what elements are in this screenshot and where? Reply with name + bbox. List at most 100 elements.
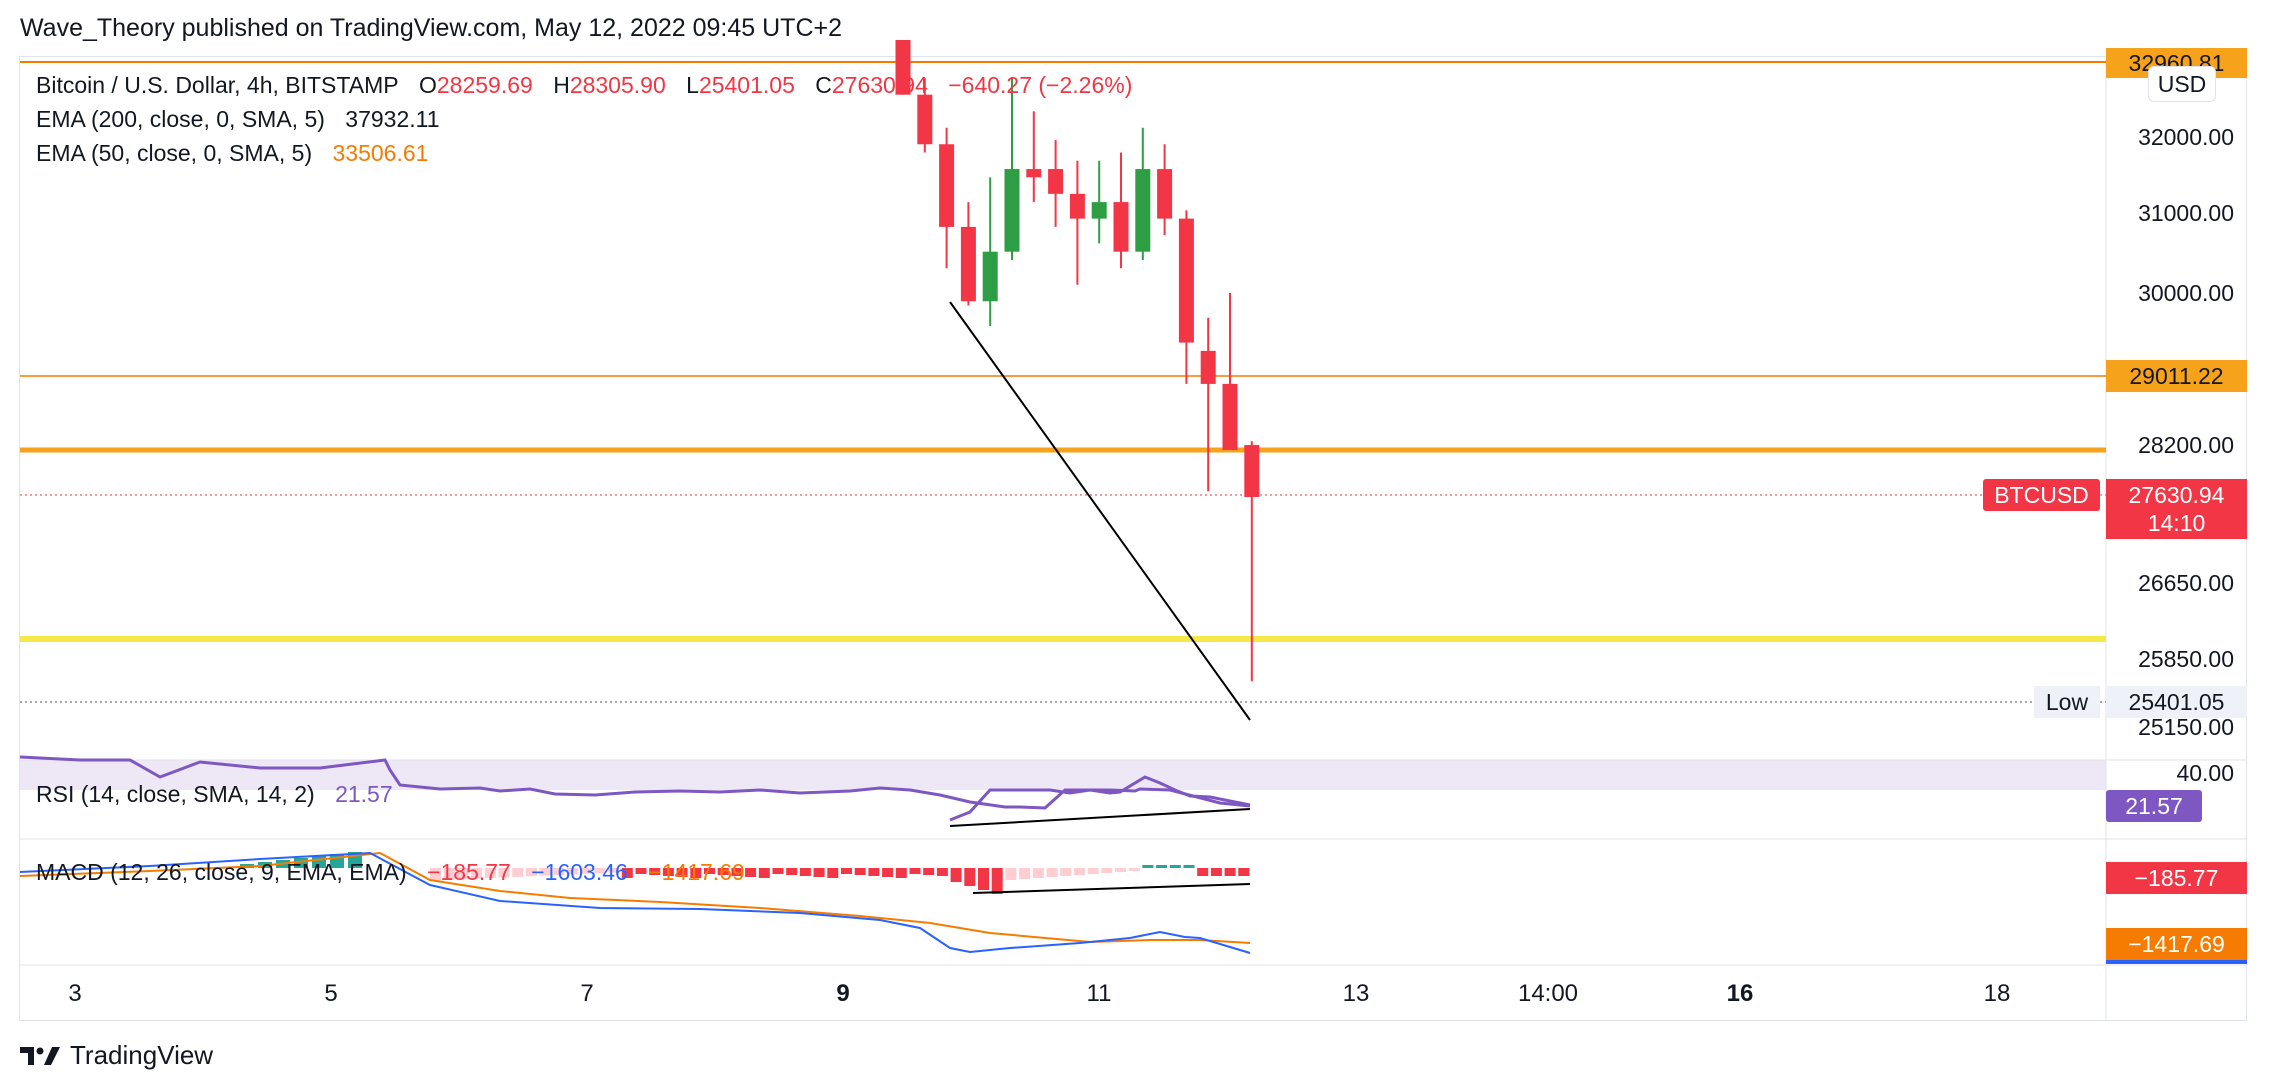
macd-line bbox=[19, 851, 1251, 954]
candle-body[interactable] bbox=[1222, 383, 1238, 450]
footer-brand-label: TradingView bbox=[70, 1040, 214, 1070]
macd-histogram-bar bbox=[594, 868, 606, 874]
candle-body[interactable] bbox=[917, 94, 933, 145]
macd-histogram-bar bbox=[827, 868, 839, 878]
candle-body[interactable] bbox=[939, 144, 955, 227]
macd-histogram-bar bbox=[704, 868, 715, 874]
macd-line-tag-edge bbox=[2106, 960, 2247, 964]
macd-histogram-bar bbox=[676, 868, 688, 877]
candle-body[interactable] bbox=[1178, 218, 1194, 343]
macd-histogram-bar bbox=[758, 868, 770, 878]
high-value: 28305.90 bbox=[569, 72, 666, 98]
candle-body[interactable] bbox=[1157, 169, 1173, 219]
price-tick-26650: 26650.00 bbox=[2138, 570, 2234, 596]
ema200-value: 37932.11 bbox=[345, 106, 440, 132]
macd-line-value: −1603.46 bbox=[531, 859, 628, 885]
macd-histogram-bar bbox=[539, 868, 551, 876]
macd-histogram-bar bbox=[484, 868, 496, 878]
macd-histogram-bar bbox=[621, 868, 633, 878]
level-29011-tag[interactable]: 29011.22 bbox=[2106, 360, 2247, 392]
macd-histogram-bar bbox=[553, 868, 565, 875]
macd-histogram-bar bbox=[978, 868, 989, 890]
trend-line-macd[interactable] bbox=[972, 883, 1251, 894]
macd-histogram-bar bbox=[1019, 868, 1031, 879]
rsi-value-tag: 21.57 bbox=[2106, 790, 2202, 822]
macd-histogram-bar bbox=[1087, 868, 1099, 874]
rsi-band bbox=[20, 760, 2106, 790]
macd-histogram-bar bbox=[1060, 868, 1072, 876]
open-value: 28259.69 bbox=[436, 72, 533, 98]
rsi-value: 21.57 bbox=[335, 781, 393, 807]
footer-brand[interactable]: TradingView bbox=[20, 1040, 213, 1071]
currency-button[interactable]: USD bbox=[2148, 66, 2216, 102]
macd-histogram-bar bbox=[799, 868, 811, 876]
macd-histogram-bar bbox=[991, 868, 1003, 894]
macd-histogram-bar bbox=[772, 868, 784, 874]
macd-histogram-bar bbox=[1128, 868, 1140, 871]
ema200-legend[interactable]: EMA (200, close, 0, SMA, 5) 37932.11 bbox=[36, 102, 440, 136]
ema50-legend[interactable]: EMA (50, close, 0, SMA, 5) 33506.61 bbox=[36, 136, 428, 170]
macd-histogram-bar bbox=[786, 868, 798, 875]
price-tick-28200: 28200.00 bbox=[2138, 432, 2234, 458]
close-value: 27630.94 bbox=[831, 72, 928, 98]
candle-body[interactable] bbox=[1135, 169, 1151, 252]
macd-histogram-bar bbox=[964, 868, 976, 886]
low-label-tag: Low bbox=[2034, 686, 2100, 718]
time-tick-11: 11 bbox=[1086, 980, 1112, 1007]
rsi-line-recent bbox=[949, 775, 1251, 822]
macd-histogram-bar bbox=[1101, 868, 1113, 873]
time-tick-7: 7 bbox=[580, 980, 594, 1007]
macd-hist-value: −185.77 bbox=[427, 859, 511, 885]
candle-body[interactable] bbox=[1069, 193, 1085, 219]
ema50-value: 33506.61 bbox=[332, 140, 429, 166]
macd-signal-line bbox=[19, 851, 1251, 944]
trend-line-rsi[interactable] bbox=[949, 808, 1251, 827]
macd-histogram-bar bbox=[580, 868, 592, 874]
rsi-legend[interactable]: RSI (14, close, SMA, 14, 2) 21.57 bbox=[36, 777, 393, 811]
trend-line-price[interactable] bbox=[949, 301, 1251, 721]
macd-legend[interactable]: MACD (12, 26, close, 9, EMA, EMA) −185.7… bbox=[36, 855, 745, 889]
candle-body[interactable] bbox=[1113, 202, 1129, 252]
price-tick-25150: 25150.00 bbox=[2138, 714, 2234, 740]
candle-body[interactable] bbox=[1004, 169, 1020, 252]
time-tick-18: 18 bbox=[1983, 980, 2011, 1007]
rsi-tick-40: 40.00 bbox=[2176, 760, 2234, 786]
last-price-tag: 27630.94 14:10 bbox=[2106, 479, 2247, 539]
ema200-label[interactable]: EMA (200, close, 0, SMA, 5) bbox=[36, 106, 325, 132]
rsi-label[interactable]: RSI (14, close, SMA, 14, 2) bbox=[36, 781, 315, 807]
macd-histogram-bar bbox=[430, 868, 441, 881]
macd-label[interactable]: MACD (12, 26, close, 9, EMA, EMA) bbox=[36, 859, 407, 885]
price-tick-32000: 32000.00 bbox=[2138, 124, 2234, 150]
last-price-value: 27630.94 bbox=[2128, 482, 2225, 508]
candle-body[interactable] bbox=[1091, 202, 1107, 219]
macd-hist-tag: −185.77 bbox=[2106, 862, 2247, 894]
macd-histogram-bar bbox=[1032, 868, 1044, 878]
candle-body[interactable] bbox=[1244, 445, 1260, 498]
macd-histogram-bar bbox=[443, 868, 455, 880]
macd-histogram-bar bbox=[1238, 868, 1250, 876]
macd-histogram-bar bbox=[1224, 868, 1236, 876]
candle-body[interactable] bbox=[1026, 169, 1042, 178]
symbol-name[interactable]: Bitcoin / U.S. Dollar, 4h, BITSTAMP bbox=[36, 72, 399, 98]
candle-body[interactable] bbox=[1048, 169, 1064, 194]
candle-body[interactable] bbox=[1200, 350, 1216, 384]
candle-body[interactable] bbox=[895, 40, 911, 95]
tradingview-logo-icon bbox=[20, 1046, 60, 1065]
rsi-line bbox=[19, 755, 1251, 810]
macd-histogram-bar bbox=[662, 868, 674, 876]
macd-histogram-bar bbox=[936, 868, 948, 876]
macd-histogram-bar bbox=[1169, 865, 1181, 868]
macd-histogram-bar bbox=[950, 868, 962, 882]
symbol-price-tag: BTCUSD bbox=[1983, 479, 2100, 511]
macd-histogram-bar bbox=[909, 868, 921, 874]
macd-histogram-bar bbox=[717, 868, 729, 875]
time-tick-1400: 14:00 bbox=[1517, 980, 1579, 1007]
candle-body[interactable] bbox=[960, 226, 976, 302]
candle-body[interactable] bbox=[982, 251, 998, 302]
symbol-legend[interactable]: Bitcoin / U.S. Dollar, 4h, BITSTAMP O282… bbox=[36, 68, 1132, 102]
macd-histogram-bar bbox=[1197, 868, 1209, 876]
macd-histogram-bar bbox=[512, 868, 524, 877]
macd-histogram-bar bbox=[841, 868, 852, 874]
ema50-label[interactable]: EMA (50, close, 0, SMA, 5) bbox=[36, 140, 313, 166]
